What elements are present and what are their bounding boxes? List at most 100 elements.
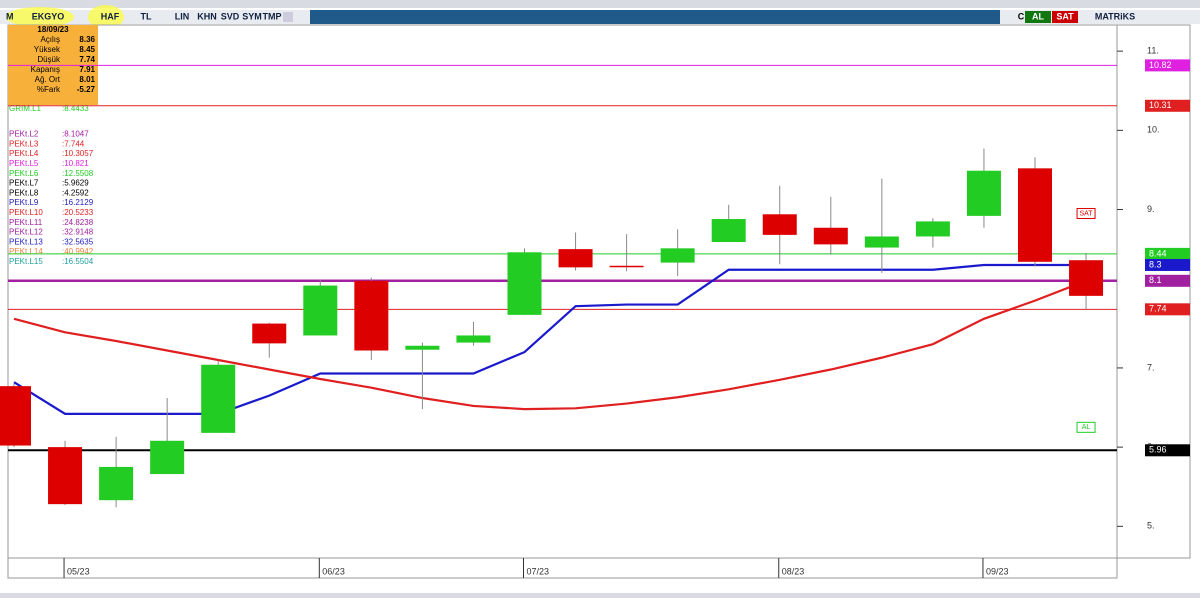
signal-box xyxy=(1076,421,1096,433)
level-tag xyxy=(1145,303,1190,316)
plot-area xyxy=(7,24,1118,559)
indicator-name: PEKt.L14 xyxy=(9,247,43,256)
candle-body xyxy=(864,236,899,248)
indicator-name: PEKt.L4 xyxy=(9,149,39,158)
toolbar-button[interactable]: C xyxy=(1018,11,1025,21)
info-value: 7.74 xyxy=(79,55,95,64)
y-tick-label: 9. xyxy=(1147,204,1155,214)
y-tick-label: 7. xyxy=(1147,362,1155,372)
candle-body xyxy=(609,265,644,268)
info-value: 8.36 xyxy=(79,35,95,44)
indicator-value: :12.5508 xyxy=(62,169,94,178)
indicator-value: :8.1047 xyxy=(62,130,89,139)
info-value: -5.27 xyxy=(77,85,96,94)
indicator-name: PEKt.L3 xyxy=(9,139,39,148)
indicator-name: GRIM.L1 xyxy=(9,104,42,113)
indicator-value: :24.8238 xyxy=(62,218,94,227)
level-tag xyxy=(1145,247,1190,260)
level-tag-label: 10.31 xyxy=(1149,100,1172,110)
x-tick-label: 05/23 xyxy=(67,566,90,576)
indicator-value: :5.9629 xyxy=(62,179,89,188)
indicator-value: :32.9148 xyxy=(62,228,94,237)
toolbar-button-bg xyxy=(1052,11,1078,23)
x-axis-area xyxy=(7,557,1118,579)
candle-body xyxy=(0,386,31,446)
info-label: %Fark xyxy=(37,85,61,94)
candle-body xyxy=(1069,260,1104,296)
toolbar-button[interactable]: TMP xyxy=(263,11,282,21)
level-tag xyxy=(1145,59,1190,72)
indicator-line xyxy=(13,279,1087,411)
info-value: 8.01 xyxy=(79,75,95,84)
toolbar-button[interactable]: SYM xyxy=(242,11,262,21)
y-tick-label: 10. xyxy=(1147,125,1160,135)
indicator-value: :10.821 xyxy=(62,159,89,168)
candle-body xyxy=(1018,168,1052,262)
candle-body xyxy=(660,248,695,263)
indicator-name: PEKt.L9 xyxy=(9,198,39,207)
toolbar-button[interactable]: HAF xyxy=(101,11,120,21)
toolbar-button[interactable]: AL xyxy=(1032,11,1044,21)
info-label: Düşük xyxy=(37,55,61,64)
indicator-name: PEKt.L2 xyxy=(9,130,39,139)
toolbar-button[interactable]: TL xyxy=(141,11,152,21)
info-label: Kapanış xyxy=(31,65,60,74)
toolbar-button[interactable]: EKGYO xyxy=(32,11,65,21)
indicator-name: PEKt.L12 xyxy=(9,228,43,237)
highlight xyxy=(6,7,74,27)
toolbar-button[interactable]: M xyxy=(6,11,14,21)
candle-body xyxy=(762,214,797,235)
toolbar-button[interactable]: LIN xyxy=(175,11,190,21)
indicator-name: PEKt.L10 xyxy=(9,208,43,217)
indicator-name: PEKt.L5 xyxy=(9,159,39,168)
level-tag xyxy=(1145,444,1190,457)
level-tag-label: 8.44 xyxy=(1149,248,1167,258)
indicator-name: PEKt.L15 xyxy=(9,257,43,266)
toolbar-button[interactable]: SVD xyxy=(221,11,240,21)
y-axis-area xyxy=(1116,24,1191,559)
indicator-value: :4.2592 xyxy=(62,188,89,197)
y-tick-label: 11. xyxy=(1147,46,1159,56)
indicator-value: :7.744 xyxy=(62,139,85,148)
indicator-name: PEKt.L8 xyxy=(9,188,39,197)
candle-body xyxy=(456,335,491,343)
candle-body xyxy=(711,219,746,243)
y-tick-label: 5. xyxy=(1147,521,1155,531)
candle-body xyxy=(405,345,440,350)
candle-body xyxy=(354,280,389,351)
level-tag-label: 10.82 xyxy=(1149,60,1172,70)
toolbar-button[interactable]: MATRiKS xyxy=(1095,11,1135,21)
x-tick-label: 06/23 xyxy=(322,566,345,576)
level-tag-label: 5.96 xyxy=(1149,445,1167,455)
candle-body xyxy=(303,285,338,336)
indicator-value: :10.3057 xyxy=(62,149,94,158)
candle-body xyxy=(813,227,848,245)
level-tag xyxy=(1145,258,1190,271)
level-tag-label: 8.3 xyxy=(1149,259,1162,269)
level-tag-label: 8.1 xyxy=(1149,275,1162,285)
info-label: Açılış xyxy=(40,35,60,44)
candle-body xyxy=(966,170,1001,216)
indicator-name: PEKt.L6 xyxy=(9,169,39,178)
candle-body xyxy=(915,221,950,237)
info-label: Yüksek xyxy=(34,45,61,54)
indicator-value: :16.2129 xyxy=(62,198,94,207)
indicator-value: :32.5635 xyxy=(62,237,94,246)
dropdown[interactable] xyxy=(283,12,293,22)
level-tag xyxy=(1145,99,1190,112)
indicator-value: :8.4433 xyxy=(62,104,89,113)
toolbar-button[interactable]: KHN xyxy=(197,11,217,21)
candle-body xyxy=(48,447,83,505)
highlight xyxy=(88,5,124,29)
candle-body xyxy=(201,364,236,433)
info-value: 7.91 xyxy=(79,65,95,74)
toolbar-button-bg xyxy=(1025,11,1051,23)
x-tick-label: 07/23 xyxy=(527,566,550,576)
candle-body xyxy=(558,249,593,268)
candle-body xyxy=(99,466,134,501)
toolbar-button[interactable]: SAT xyxy=(1056,11,1074,21)
indicator-name: PEKt.L11 xyxy=(9,218,43,227)
toolbar-button-bg xyxy=(1102,11,1128,23)
x-tick-label: 09/23 xyxy=(986,566,1009,576)
